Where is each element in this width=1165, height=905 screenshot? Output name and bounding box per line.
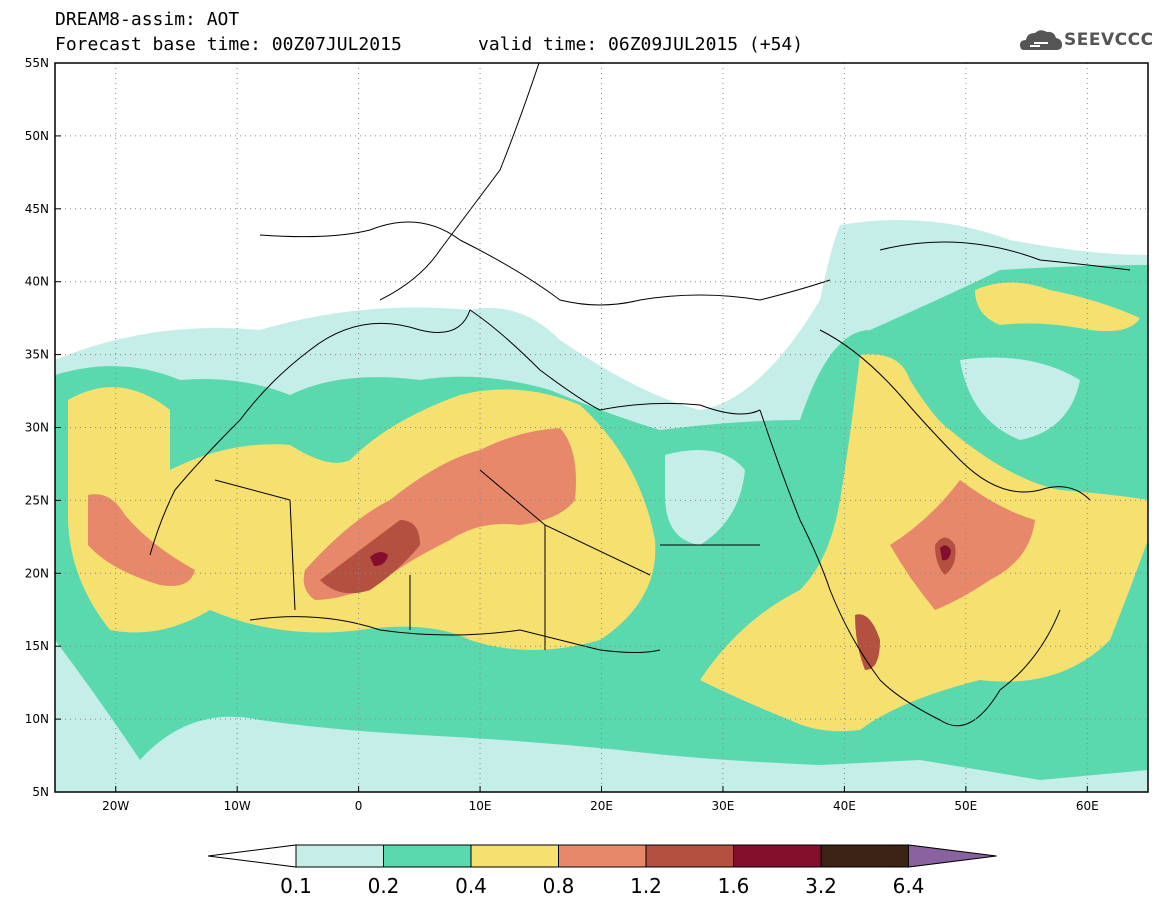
colorbar-box xyxy=(558,844,647,868)
colorbar-box xyxy=(733,844,822,868)
aot-level-0.4 xyxy=(975,282,1140,332)
aot-level-1.6 xyxy=(370,551,388,566)
colorbar-label: 0.1 xyxy=(280,874,312,898)
lat-label: 10N xyxy=(25,712,49,726)
aot-level-0.1 xyxy=(665,450,745,545)
colorbar-label: 1.6 xyxy=(718,874,750,898)
aot-map: 55N 50N 45N 40N 35N 30N 25N 20N 15N 10N 5N 20W 10W 0… xyxy=(25,56,1149,813)
aot-level-0.8 xyxy=(88,494,195,586)
lat-label: 5N xyxy=(32,785,49,799)
cloud-logo-icon xyxy=(1020,30,1062,50)
colorbar-label: 3.2 xyxy=(805,874,837,898)
lon-label: 40E xyxy=(833,799,856,813)
colorbar-box xyxy=(295,844,384,868)
aot-level-1.2 xyxy=(320,520,420,594)
colorbar-label: 1.2 xyxy=(630,874,662,898)
longitude-labels: 20W 10W 0 10E 20E 30E 40E 50E 60E xyxy=(102,786,1099,813)
lon-label: 20E xyxy=(590,799,613,813)
colorbar-box xyxy=(383,844,472,868)
lon-label: 30E xyxy=(712,799,735,813)
colorbar-label: 0.2 xyxy=(368,874,400,898)
lon-label: 10E xyxy=(469,799,492,813)
forecast-base-time: Forecast base time: 00Z07JUL2015 xyxy=(55,34,402,55)
lat-label: 15N xyxy=(25,639,49,653)
lon-label: 0 xyxy=(355,799,363,813)
colorbar-box xyxy=(470,844,559,868)
lon-label: 20W xyxy=(102,799,129,813)
colorbar-min-arrow xyxy=(207,844,297,868)
map-title: DREAM8-assim: AOT xyxy=(55,9,240,30)
lat-label: 25N xyxy=(25,493,49,507)
aot-level-1.6 xyxy=(940,545,951,561)
lon-label: 50E xyxy=(954,799,977,813)
aot-level-1.2 xyxy=(855,614,880,670)
lat-label: 40N xyxy=(25,275,49,289)
aot-level-0.1 xyxy=(960,357,1080,440)
colorbar-box xyxy=(820,844,909,868)
lat-label: 55N xyxy=(25,56,49,70)
lat-label: 35N xyxy=(25,348,49,362)
aot-level-0.8 xyxy=(890,480,1035,610)
lat-label: 45N xyxy=(25,202,49,216)
logo-text: SEEVCCC xyxy=(1064,30,1154,50)
colorbar-label: 0.4 xyxy=(455,874,487,898)
lat-label: 20N xyxy=(25,566,49,580)
colorbar-max-arrow xyxy=(908,844,997,868)
lat-label: 30N xyxy=(25,421,49,435)
aot-field xyxy=(55,63,1148,792)
lon-label: 10W xyxy=(224,799,251,813)
colorbar-box xyxy=(645,844,734,868)
valid-time: valid time: 06Z09JUL2015 (+54) xyxy=(478,34,804,55)
latitude-labels: 55N 50N 45N 40N 35N 30N 25N 20N 15N 10N 5N xyxy=(25,56,61,799)
lat-label: 50N xyxy=(25,129,49,143)
colorbar-label: 0.8 xyxy=(543,874,575,898)
graticule xyxy=(55,63,1148,792)
colorbar-label: 6.4 xyxy=(893,874,925,898)
lon-label: 60E xyxy=(1076,799,1099,813)
